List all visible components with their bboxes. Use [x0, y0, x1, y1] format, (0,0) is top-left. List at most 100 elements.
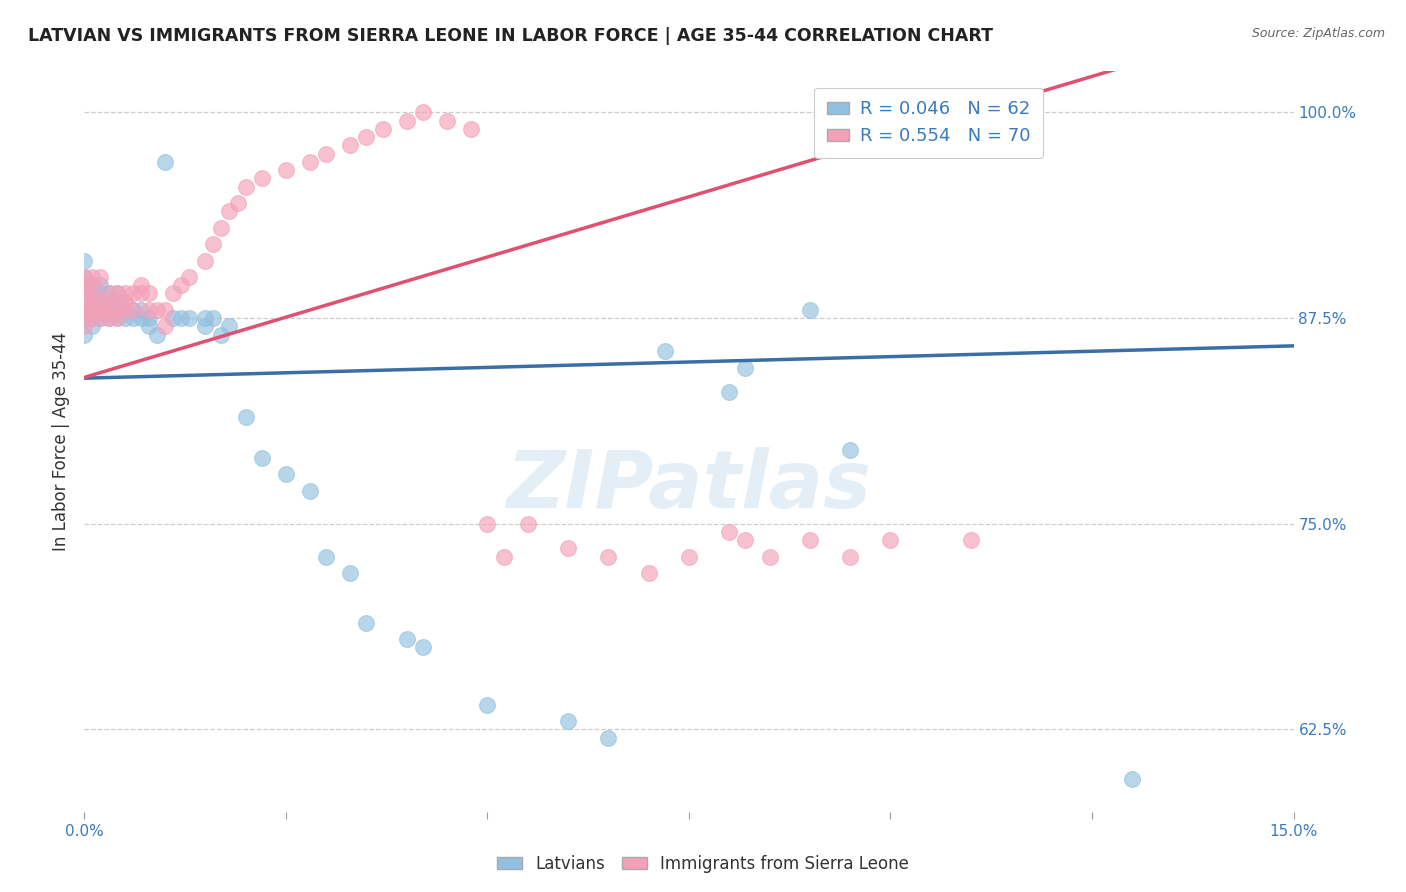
Point: [105, 286, 128, 301]
Point: [105, 302, 128, 317]
Point: [89, 270, 111, 285]
Point: [138, 319, 160, 334]
Point: [114, 302, 136, 317]
Point: [516, 516, 538, 531]
Point: [97, 311, 120, 326]
Point: [105, 294, 128, 309]
Point: [960, 533, 983, 548]
Point: [598, 731, 620, 745]
Point: [73, 319, 96, 334]
Point: [89, 294, 111, 309]
Point: [73, 278, 96, 293]
Point: [299, 483, 322, 498]
Point: [356, 615, 378, 630]
Point: [202, 311, 225, 326]
Point: [339, 138, 361, 153]
Point: [97, 294, 120, 309]
Point: [436, 113, 458, 128]
Point: [339, 566, 361, 581]
Point: [73, 311, 96, 326]
Point: [218, 204, 240, 219]
Point: [114, 294, 136, 309]
Point: [121, 311, 143, 326]
Text: LATVIAN VS IMMIGRANTS FROM SIERRA LEONE IN LABOR FORCE | AGE 35-44 CORRELATION C: LATVIAN VS IMMIGRANTS FROM SIERRA LEONE …: [28, 27, 993, 45]
Point: [209, 220, 232, 235]
Point: [138, 302, 160, 317]
Point: [89, 302, 111, 317]
Point: [371, 122, 394, 136]
Legend: R = 0.046   N = 62, R = 0.554   N = 70: R = 0.046 N = 62, R = 0.554 N = 70: [814, 87, 1043, 158]
Point: [153, 302, 176, 317]
Text: Source: ZipAtlas.com: Source: ZipAtlas.com: [1251, 27, 1385, 40]
Point: [460, 122, 482, 136]
Point: [89, 286, 111, 301]
Point: [194, 311, 217, 326]
Point: [557, 714, 579, 729]
Point: [356, 130, 378, 145]
Point: [718, 385, 741, 400]
Point: [153, 319, 176, 334]
Point: [654, 344, 676, 359]
Point: [73, 302, 96, 317]
Point: [73, 270, 96, 285]
Point: [170, 311, 193, 326]
Point: [73, 253, 96, 268]
Point: [1121, 772, 1143, 786]
Point: [97, 286, 120, 301]
Point: [839, 442, 862, 457]
Point: [114, 302, 136, 317]
Point: [82, 311, 104, 326]
Point: [598, 549, 620, 564]
Point: [235, 179, 257, 194]
Point: [250, 171, 273, 186]
Point: [412, 640, 434, 655]
Point: [82, 278, 104, 293]
Point: [82, 294, 104, 309]
Point: [412, 105, 434, 120]
Point: [89, 311, 111, 326]
Point: [73, 327, 96, 342]
Point: [97, 302, 120, 317]
Point: [105, 302, 128, 317]
Point: [73, 294, 96, 309]
Point: [477, 516, 499, 531]
Point: [202, 237, 225, 252]
Point: [235, 409, 257, 424]
Point: [153, 154, 176, 169]
Text: ZIPatlas: ZIPatlas: [506, 447, 872, 525]
Point: [274, 467, 297, 482]
Point: [194, 253, 217, 268]
Point: [105, 311, 128, 326]
Point: [799, 302, 821, 317]
Point: [73, 311, 96, 326]
Point: [89, 302, 111, 317]
Point: [89, 311, 111, 326]
Point: [315, 549, 337, 564]
Point: [879, 533, 901, 548]
Point: [97, 286, 120, 301]
Point: [129, 311, 152, 326]
Point: [179, 311, 201, 326]
Point: [82, 278, 104, 293]
Point: [105, 286, 128, 301]
Point: [734, 360, 756, 375]
Point: [73, 270, 96, 285]
Point: [678, 549, 700, 564]
Point: [114, 294, 136, 309]
Point: [82, 286, 104, 301]
Point: [799, 533, 821, 548]
Point: [718, 524, 741, 539]
Point: [194, 319, 217, 334]
Point: [82, 319, 104, 334]
Point: [395, 113, 418, 128]
Point: [274, 163, 297, 178]
Legend: Latvians, Immigrants from Sierra Leone: Latvians, Immigrants from Sierra Leone: [491, 848, 915, 880]
Point: [105, 311, 128, 326]
Point: [162, 311, 184, 326]
Point: [226, 196, 249, 211]
Point: [492, 549, 515, 564]
Point: [97, 294, 120, 309]
Point: [82, 286, 104, 301]
Point: [82, 311, 104, 326]
Point: [73, 286, 96, 301]
